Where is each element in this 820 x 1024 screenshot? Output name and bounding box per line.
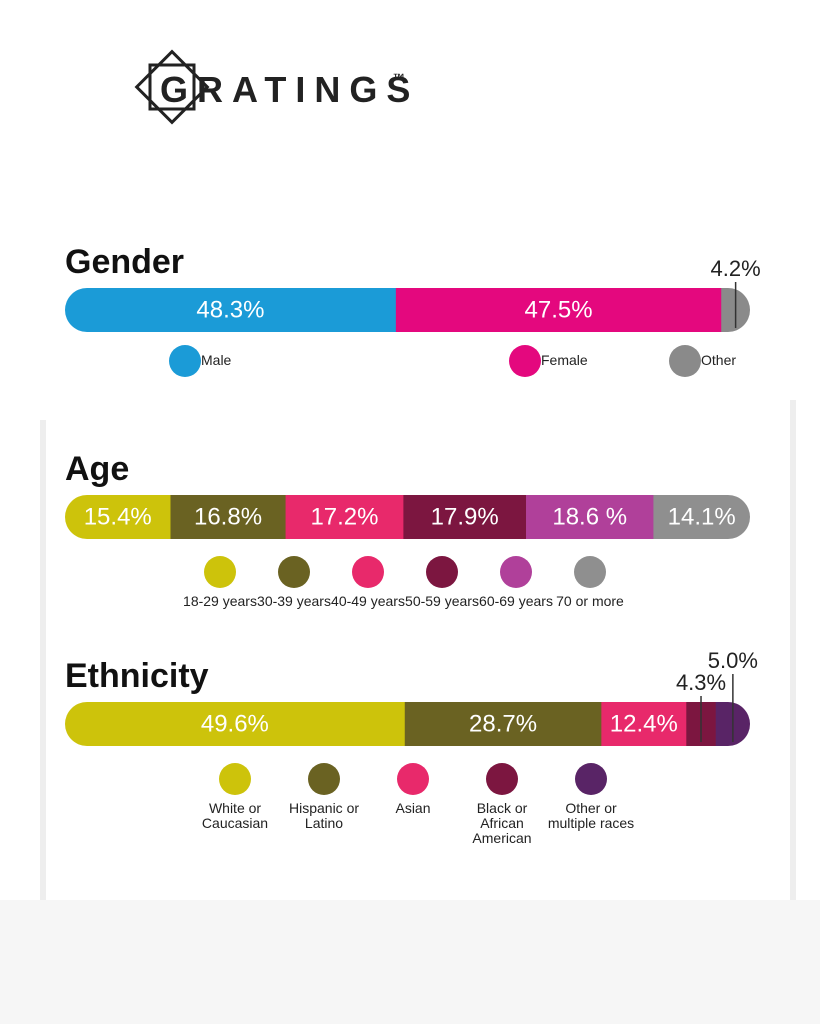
value-label: 12.4%	[610, 710, 678, 737]
value-label-outside: 4.3%	[676, 670, 726, 695]
stacked-bar	[65, 288, 750, 332]
legend-label: 70 or more	[556, 593, 624, 609]
value-label: 47.5%	[525, 296, 593, 323]
legend-dot	[278, 556, 310, 588]
segment	[65, 702, 406, 746]
value-label: 16.8%	[194, 503, 262, 530]
legend-dot	[426, 556, 458, 588]
legend-dot	[669, 345, 701, 377]
palm-decor	[40, 420, 46, 980]
legend-dot	[204, 556, 236, 588]
brand: GRATINGS	[160, 69, 419, 110]
value-label: 15.4%	[84, 503, 152, 530]
legend-label: 50-59 years	[405, 593, 479, 609]
value-label: 49.6%	[201, 710, 269, 737]
value-label: 18.6 %	[552, 503, 627, 530]
legend-label: Asian	[395, 800, 431, 816]
segment	[170, 495, 287, 539]
legend-dot	[575, 763, 607, 795]
section-title: Ethnicity	[65, 657, 209, 695]
palm-decor	[790, 400, 796, 960]
legend-label: White or Caucasian	[201, 800, 269, 831]
legend-label: Hispanic or Latino	[288, 800, 360, 831]
legend-label: Male	[201, 352, 232, 368]
stacked-bar	[65, 495, 750, 539]
section-title: Gender	[65, 243, 184, 281]
legend-dot	[574, 556, 606, 588]
value-label: 48.3%	[196, 296, 264, 323]
legend-label: 30-39 years	[257, 593, 331, 609]
legend-label: 40-49 years	[331, 593, 405, 609]
segment	[395, 288, 722, 332]
logo: GRATINGS ™	[134, 49, 419, 125]
street-decor	[0, 900, 820, 1024]
legend-dot	[219, 763, 251, 795]
value-label-outside: 5.0%	[708, 648, 758, 673]
legend-dot	[308, 763, 340, 795]
value-label-outside: 4.2%	[711, 256, 761, 281]
legend-dot	[169, 345, 201, 377]
legend-label: Other or multiple races	[547, 800, 635, 831]
section-title: Age	[65, 450, 129, 488]
value-label: 17.2%	[310, 503, 378, 530]
segment	[601, 702, 687, 746]
trademark: ™	[393, 71, 405, 85]
legend-dot	[486, 763, 518, 795]
legend-dot	[352, 556, 384, 588]
segment	[285, 495, 404, 539]
value-label: 14.1%	[668, 503, 736, 530]
segment	[65, 495, 171, 539]
legend-dot	[509, 345, 541, 377]
legend-label: Black or African American	[472, 800, 532, 846]
legend-label: Other	[701, 352, 737, 368]
segment	[526, 495, 654, 539]
legend-label: Female	[541, 352, 588, 368]
segment	[404, 702, 602, 746]
value-label: 28.7%	[469, 710, 537, 737]
legend-label: 18-29 years	[183, 593, 257, 609]
segment	[65, 288, 397, 332]
legend-dot	[397, 763, 429, 795]
segment	[653, 495, 750, 539]
legend-dot	[500, 556, 532, 588]
legend-label: 60-69 years	[479, 593, 553, 609]
value-label: 17.9%	[431, 503, 499, 530]
segment	[403, 495, 527, 539]
